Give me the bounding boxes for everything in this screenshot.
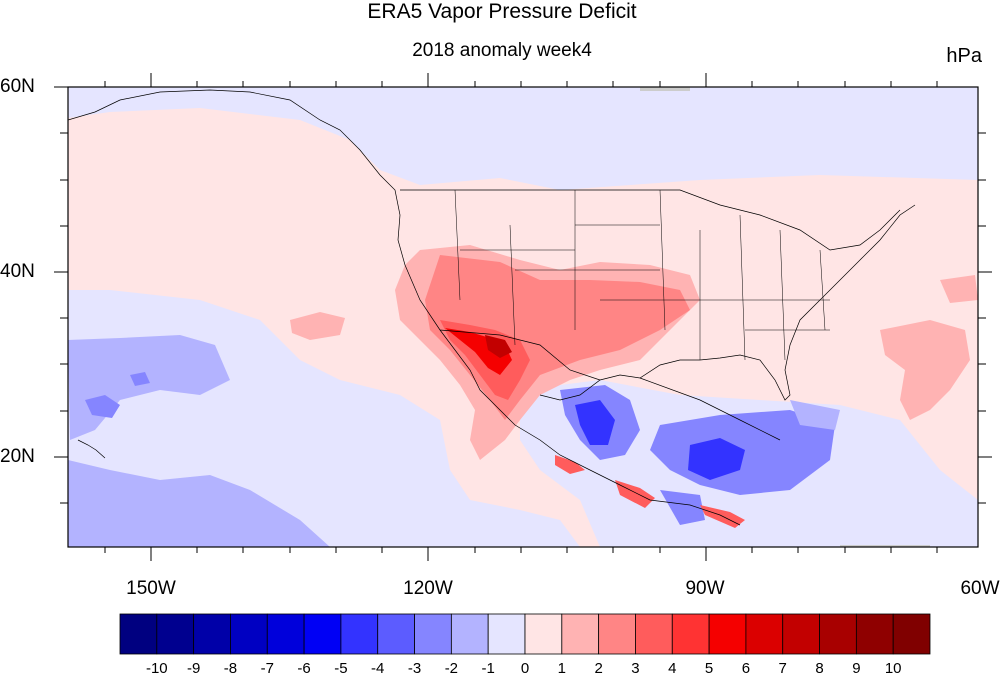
colorbar-tick-label: 9 [852, 660, 861, 677]
colorbar [119, 613, 931, 655]
colorbar-swatch [561, 613, 600, 655]
field-red-southwest-core [445, 328, 512, 375]
field-blue-pacific-4 [130, 372, 150, 386]
colorbar-tick-label: 0 [520, 660, 530, 677]
colorbar-swatch [524, 613, 563, 655]
colorbar-swatch [855, 613, 894, 655]
coastline-hawaii [77, 439, 106, 459]
colorbar-tick-label: 6 [741, 660, 751, 677]
colorbar-tick-label: 4 [668, 660, 677, 677]
field-red-southwest-peak [485, 335, 512, 358]
map-title: ERA5 Vapor Pressure Deficit [367, 0, 637, 23]
colorbar-tick-label: 7 [778, 660, 787, 677]
colorbar-tick-label: -4 [371, 660, 385, 677]
field-red-atlantic-2 [940, 275, 978, 303]
colorbar-swatch [156, 613, 195, 655]
lon-label-90w: 90W [685, 578, 725, 599]
field-blue-pacific-3 [85, 395, 120, 418]
colorbar-swatch [450, 613, 489, 655]
map-subtitle: 2018 anomaly week4 [412, 40, 592, 61]
field-blue-pacific-2 [68, 460, 330, 547]
border-canada-us [400, 189, 901, 251]
field-red-mexico-2 [615, 480, 655, 508]
field-blue-gulf-core [688, 438, 745, 480]
colorbar-swatch [377, 613, 415, 655]
coastlines [68, 89, 916, 526]
field-missing-top [640, 87, 690, 91]
colorbar-tick-label: -1 [481, 660, 495, 677]
lat-label-60n: 60N [0, 76, 35, 97]
colorbar-swatch [892, 613, 931, 655]
colorbar-swatch [230, 613, 268, 655]
field-blue-gulf-3 [660, 490, 705, 525]
colorbar-swatch [414, 613, 452, 655]
coastline-yucatan [639, 377, 781, 441]
colorbar-tick-label: -9 [186, 660, 201, 677]
coastline-gulf-atlantic [539, 204, 916, 401]
units-label: hPa [946, 45, 982, 67]
colorbar-swatch [745, 613, 784, 655]
colorbar-swatch [782, 613, 820, 655]
anomaly-field [68, 87, 978, 547]
field-red-pacific [290, 312, 345, 340]
lon-label-150w: 150W [126, 578, 176, 599]
colorbar-tick-label: 5 [704, 660, 714, 677]
colorbar-swatch [635, 613, 673, 655]
lon-label-60w: 60W [960, 578, 1000, 599]
colorbar-tick-label: -5 [334, 660, 348, 677]
colorbar-swatch [303, 613, 342, 655]
axis-ticks [54, 73, 992, 561]
colorbar-swatch [708, 613, 747, 655]
colorbar-tick-label: 10 [884, 660, 902, 677]
field-blue-gulf-2 [790, 400, 840, 430]
border-us-mexico [439, 329, 601, 381]
state-borders [454, 189, 830, 361]
field-red-mexico-1 [555, 455, 585, 474]
map-frame [67, 86, 979, 548]
colorbar-swatch [819, 613, 857, 655]
map-panel [54, 73, 992, 561]
lat-label-40n: 40N [0, 261, 35, 282]
colorbar-tick-label: -6 [297, 660, 311, 677]
field-red-atlantic [880, 320, 970, 420]
field-blue-mexico-core [575, 400, 615, 445]
colorbar-swatch [671, 613, 710, 655]
field-light-blue-north [68, 87, 978, 190]
colorbar-tick-label: -8 [223, 660, 238, 677]
colorbar-tick-label: 8 [815, 660, 824, 677]
colorbar-swatch [119, 613, 158, 655]
colorbar-tick-label: 2 [594, 660, 603, 677]
field-missing-bottom [840, 545, 930, 547]
colorbar-swatch [340, 613, 379, 655]
colorbar-swatch [193, 613, 231, 655]
colorbar-tick-label: -7 [260, 660, 274, 677]
colorbar-tick-label: -3 [407, 660, 422, 677]
coastline-pacific [68, 89, 741, 526]
colorbar-swatch [598, 613, 636, 655]
colorbar-tick-label: 1 [557, 660, 566, 677]
colorbar-swatch [266, 613, 305, 655]
colorbar-tick-label: -10 [145, 660, 168, 677]
lon-label-120w: 120W [403, 578, 453, 599]
colorbar-swatch [487, 613, 526, 655]
colorbar-tick-label: -2 [444, 660, 459, 677]
colorbar-tick-label: 3 [631, 660, 640, 677]
lat-label-20n: 20N [0, 446, 35, 467]
